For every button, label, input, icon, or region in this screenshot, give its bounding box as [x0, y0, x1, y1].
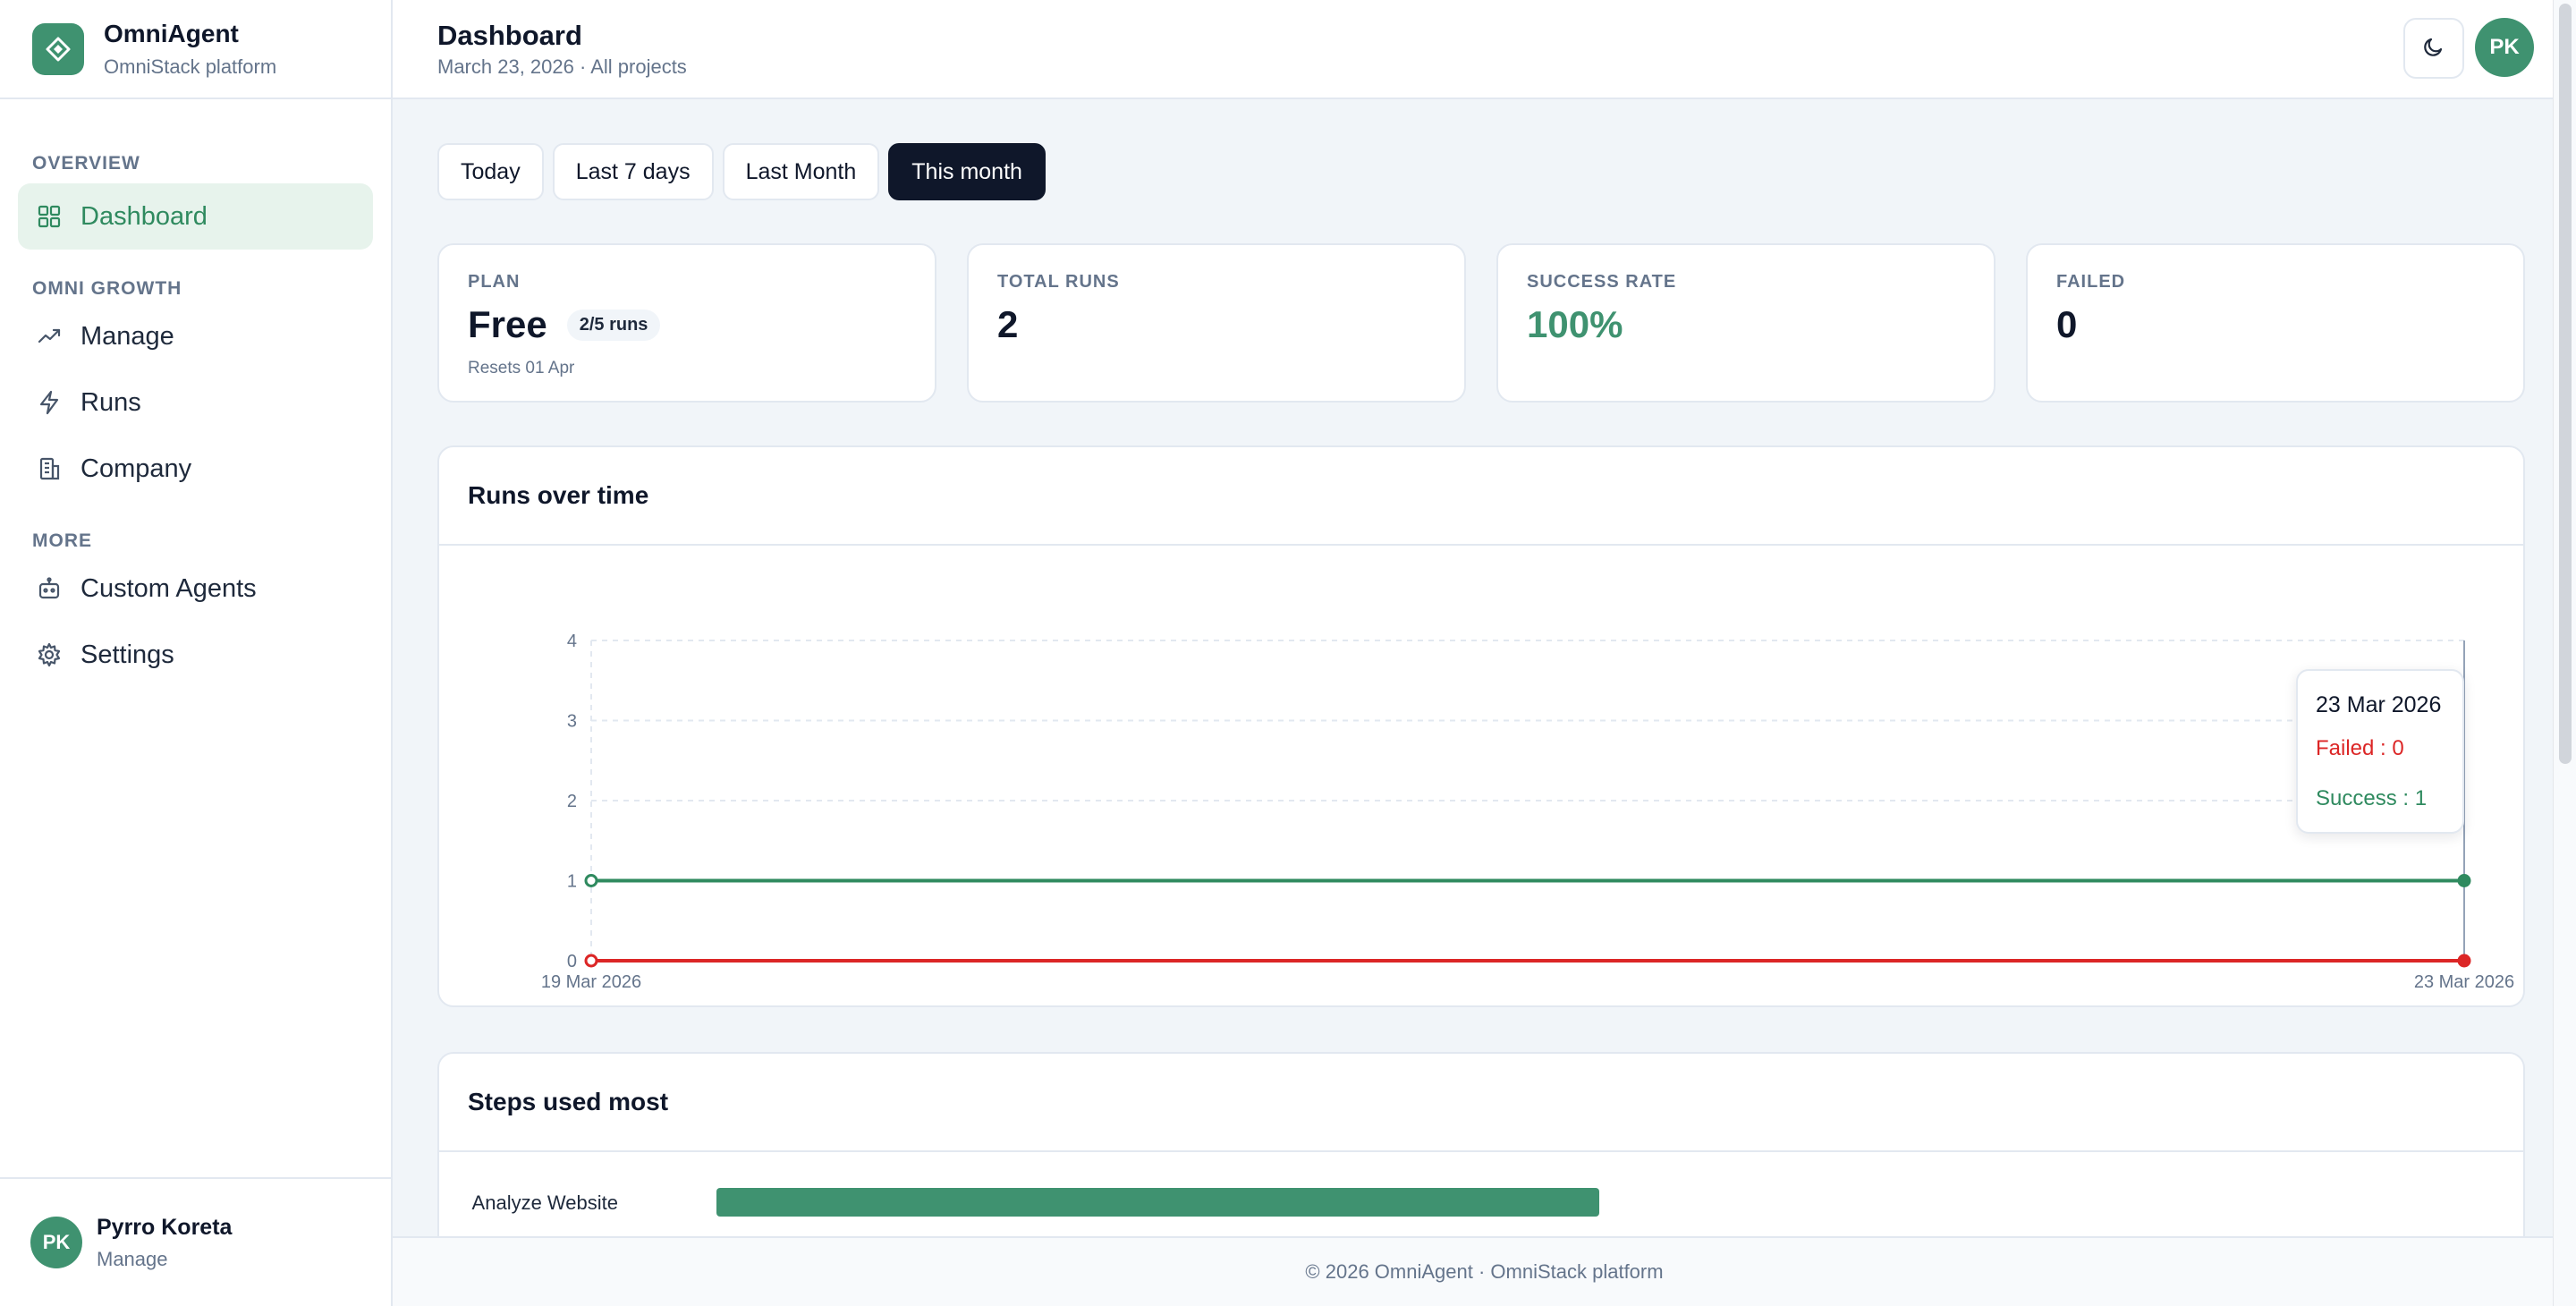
- x-tick-label: 19 Mar 2026: [541, 972, 641, 992]
- stat-card-failed: FAILED 0: [2026, 243, 2525, 403]
- data-point-success: [2457, 874, 2471, 887]
- trending-up-icon: [36, 323, 63, 350]
- moon-icon: [2421, 34, 2446, 64]
- grid-icon: [36, 203, 63, 230]
- theme-toggle-button[interactable]: [2403, 18, 2464, 79]
- sidebar-item-label: Custom Agents: [80, 573, 257, 603]
- user-role: Manage: [97, 1247, 168, 1270]
- stat-card-total-runs: TOTAL RUNS 2: [967, 243, 1466, 403]
- tooltip-failed: Failed : 0: [2316, 736, 2404, 760]
- sidebar-item-label: Company: [80, 454, 192, 483]
- data-point-failed: [584, 954, 598, 968]
- filter-last-7-days[interactable]: Last 7 days: [552, 143, 714, 200]
- runs-over-time-card: Runs over time 0 1 2 3 4 19 Mar 2026 23 Mar 20…: [437, 445, 2525, 1007]
- building-icon: [36, 455, 63, 482]
- sidebar-item-label: Dashboard: [80, 201, 208, 231]
- step-label: Analyze Website: [471, 1192, 618, 1214]
- y-tick-label: 3: [567, 712, 577, 732]
- sidebar-item-label: Manage: [80, 321, 174, 351]
- page-subtitle: March 23, 2026 · All projects: [437, 55, 687, 78]
- stats-row: PLAN Free 2/5 runs Resets 01 Apr TOTAL R…: [437, 243, 2525, 403]
- sidebar-nav: OVERVIEW Dashboard OMNI GROWTH Manage: [0, 99, 391, 688]
- main-content: Today Last 7 days Last Month This month …: [437, 143, 2525, 1285]
- sidebar-item-company[interactable]: Company: [18, 436, 373, 502]
- bot-icon: [36, 575, 63, 602]
- sidebar-item-label: Runs: [80, 387, 141, 417]
- nav-section-more: MORE: [32, 530, 92, 551]
- step-bar[interactable]: [716, 1188, 1599, 1217]
- stat-value: Free: [468, 303, 547, 345]
- sidebar-item-label: Settings: [80, 640, 174, 669]
- scrollbar-thumb[interactable]: [2559, 4, 2572, 764]
- chart-tooltip: 23 Mar 2026 Failed : 0 Success : 1: [2296, 669, 2464, 834]
- brand-logo-icon: [32, 22, 84, 75]
- y-tick-label: 1: [567, 872, 577, 892]
- filter-this-month[interactable]: This month: [888, 143, 1046, 200]
- filter-today[interactable]: Today: [437, 143, 544, 200]
- top-header: Dashboard March 23, 2026 · All projects …: [393, 0, 2576, 99]
- sidebar: OmniAgent OmniStack platform OVERVIEW Da…: [0, 0, 393, 1306]
- step-row: Analyze Website: [439, 1188, 2523, 1220]
- page-title: Dashboard: [437, 20, 582, 51]
- plan-reset-note: Resets 01 Apr: [468, 359, 575, 377]
- y-tick-label: 2: [567, 792, 577, 811]
- sidebar-item-manage[interactable]: Manage: [18, 303, 373, 369]
- brand[interactable]: OmniAgent OmniStack platform: [0, 0, 391, 99]
- stat-card-plan: PLAN Free 2/5 runs Resets 01 Apr: [437, 243, 936, 403]
- footer: © 2026 OmniAgent · OmniStack platform: [393, 1236, 2576, 1306]
- x-tick-label: 23 Mar 2026: [2414, 972, 2514, 992]
- stat-label: PLAN: [468, 272, 521, 292]
- page-scrollbar[interactable]: [2553, 0, 2576, 1306]
- user-name: Pyrro Koreta: [97, 1214, 233, 1240]
- data-point-success: [584, 874, 598, 887]
- sidebar-item-custom-agents[interactable]: Custom Agents: [18, 555, 373, 622]
- stat-label: SUCCESS RATE: [1527, 272, 1677, 292]
- stat-value: 0: [2056, 303, 2078, 345]
- sidebar-item-runs[interactable]: Runs: [18, 369, 373, 436]
- nav-section-omni-growth: OMNI GROWTH: [32, 278, 182, 299]
- user-profile[interactable]: PK Pyrro Koreta Manage: [0, 1177, 391, 1306]
- brand-name: OmniAgent: [104, 19, 239, 47]
- user-avatar-button[interactable]: PK: [2475, 18, 2534, 77]
- filter-last-month[interactable]: Last Month: [722, 143, 880, 200]
- lightning-icon: [36, 389, 63, 416]
- stat-card-success-rate: SUCCESS RATE 100%: [1496, 243, 1996, 403]
- runs-line-chart[interactable]: 0 1 2 3 4 19 Mar 2026 23 Mar 2026: [439, 547, 2523, 1007]
- data-point-failed: [2457, 954, 2471, 968]
- tooltip-date: 23 Mar 2026: [2316, 692, 2442, 717]
- brand-subtitle: OmniStack platform: [104, 55, 277, 78]
- runs-quota-badge: 2/5 runs: [566, 309, 661, 341]
- date-range-filters: Today Last 7 days Last Month This month: [437, 143, 2525, 200]
- stat-value-row: Free 2/5 runs: [468, 303, 906, 346]
- avatar: PK: [30, 1217, 82, 1268]
- card-title: Runs over time: [439, 447, 2523, 546]
- tooltip-success: Success : 1: [2316, 786, 2428, 810]
- sidebar-item-settings[interactable]: Settings: [18, 622, 373, 688]
- sidebar-item-dashboard[interactable]: Dashboard: [18, 183, 373, 250]
- stat-label: FAILED: [2056, 272, 2126, 292]
- stat-value: 100%: [1527, 303, 1623, 345]
- nav-section-overview: OVERVIEW: [32, 153, 140, 174]
- card-title: Steps used most: [439, 1054, 2523, 1152]
- stat-label: TOTAL RUNS: [997, 272, 1120, 292]
- stat-value: 2: [997, 303, 1019, 345]
- y-tick-label: 0: [567, 952, 577, 971]
- y-tick-label: 4: [567, 632, 577, 651]
- gear-icon: [36, 641, 63, 668]
